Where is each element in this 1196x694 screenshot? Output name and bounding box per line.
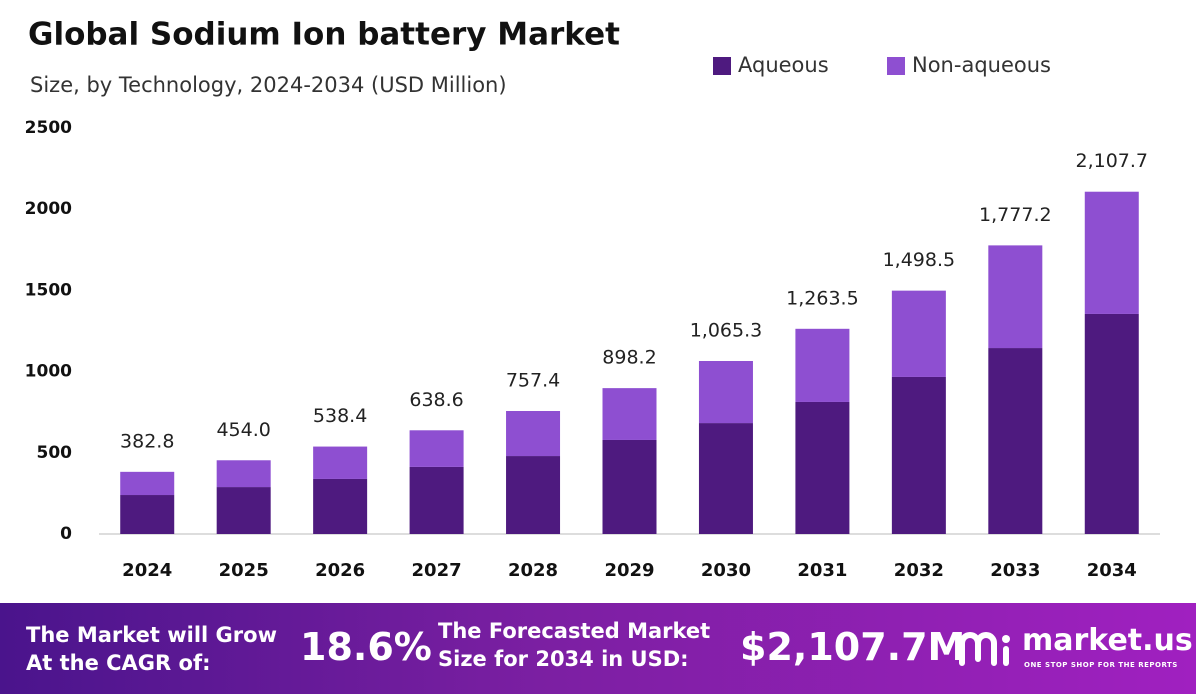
bar-segment	[313, 446, 368, 479]
forecast-value: $2,107.7M	[740, 625, 966, 669]
chart-title: Global Sodium Ion battery Market	[28, 17, 620, 53]
x-tick-label: 2025	[219, 560, 269, 581]
x-tick-label: 2031	[797, 560, 847, 581]
bar-segment	[313, 478, 368, 534]
x-tick-label: 2029	[604, 560, 654, 581]
forecast-line: Size for 2034 in USD:	[438, 647, 689, 671]
bar-segment	[602, 388, 657, 440]
bar-segment	[602, 439, 657, 534]
total-label: 382.8	[120, 430, 174, 452]
cagr-line: The Market will Grow	[26, 623, 277, 647]
bar-segment	[120, 495, 175, 534]
x-tick-label: 2024	[122, 560, 172, 581]
x-tick-label: 2032	[894, 560, 944, 581]
total-label: 638.6	[409, 389, 463, 411]
cagr-value: 18.6%	[300, 625, 432, 669]
bar-segment	[988, 245, 1043, 349]
total-label: 898.2	[602, 347, 656, 369]
x-tick-label: 2033	[990, 560, 1040, 581]
total-label: 1,263.5	[786, 287, 859, 309]
forecast-line: The Forecasted Market	[438, 619, 711, 643]
y-tick-label: 2000	[25, 199, 72, 219]
cagr-line: At the CAGR of:	[26, 651, 211, 675]
forecast-text: The Forecasted Market Size for 2034 in U…	[438, 617, 710, 673]
bar-segment	[1084, 191, 1139, 314]
brand-name: market.us	[1022, 623, 1193, 658]
bar-segment	[698, 423, 753, 534]
legend-label: Aqueous	[738, 53, 829, 77]
total-label: 454.0	[216, 419, 270, 441]
total-label: 1,777.2	[979, 204, 1052, 226]
bar-segment	[891, 290, 946, 377]
bar-segment	[216, 460, 271, 488]
x-tick-label: 2034	[1087, 560, 1137, 581]
y-tick-label: 500	[37, 443, 73, 463]
bar-segment	[409, 430, 464, 467]
x-tick-label: 2026	[315, 560, 365, 581]
bar-segment	[795, 328, 850, 402]
x-tick-label: 2027	[412, 560, 462, 581]
bar-segment	[1084, 313, 1139, 534]
y-tick-label: 1000	[25, 362, 72, 382]
total-label: 2,107.7	[1076, 150, 1149, 172]
total-label: 1,498.5	[883, 249, 956, 271]
brand-logo	[959, 632, 1010, 666]
y-tick-label: 2500	[25, 118, 72, 138]
legend-label: Non-aqueous	[912, 53, 1051, 77]
bar-segment	[216, 487, 271, 534]
chart: Global Sodium Ion battery Market Size, b…	[25, 17, 1160, 581]
bar-segment	[698, 360, 753, 424]
bar-segment	[506, 410, 561, 457]
x-tick-label: 2030	[701, 560, 751, 581]
total-label: 1,065.3	[690, 319, 763, 341]
legend-swatch	[887, 57, 905, 75]
brand-tagline: ONE STOP SHOP FOR THE REPORTS	[1024, 661, 1178, 669]
total-label: 538.4	[313, 405, 367, 427]
cagr-text: The Market will Grow At the CAGR of:	[26, 621, 277, 677]
bar-segment	[988, 348, 1043, 534]
bar-segment	[795, 401, 850, 534]
chart-subtitle: Size, by Technology, 2024-2034 (USD Mill…	[30, 73, 507, 97]
bar-segment	[120, 471, 175, 496]
x-tick-label: 2028	[508, 560, 558, 581]
footer-banner: The Market will Grow At the CAGR of: 18.…	[0, 603, 1196, 694]
bar-segment	[506, 456, 561, 534]
bar-segment	[891, 376, 946, 534]
legend-swatch	[713, 57, 731, 75]
bar-segment	[409, 466, 464, 534]
total-label: 757.4	[506, 369, 560, 391]
y-tick-label: 1500	[25, 280, 72, 300]
y-tick-label: 0	[60, 524, 72, 544]
